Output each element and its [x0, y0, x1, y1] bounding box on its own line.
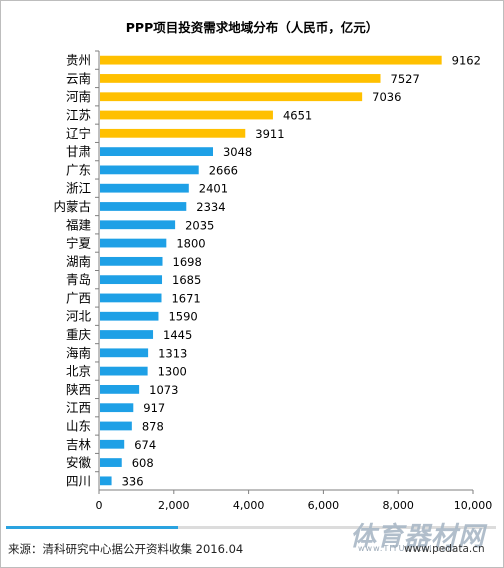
x-tick-label: 0 — [96, 499, 103, 512]
value-label: 3048 — [223, 145, 252, 159]
bar — [100, 147, 213, 156]
value-label: 7036 — [372, 90, 401, 104]
value-label: 1800 — [176, 237, 205, 251]
bar — [100, 293, 162, 303]
category-label: 北京 — [66, 364, 91, 379]
watermark-url: www.TIYUQICAI.com — [358, 544, 457, 553]
value-label: 1073 — [149, 383, 178, 397]
source-site: www.pedata.cn — [404, 543, 485, 555]
progress-fill — [6, 526, 178, 529]
value-label: 2334 — [196, 200, 225, 214]
value-label: 7527 — [391, 72, 420, 86]
value-label: 1698 — [173, 255, 202, 269]
x-tick-label: 4,000 — [233, 499, 265, 512]
category-label: 四川 — [66, 473, 91, 488]
bar — [100, 311, 159, 321]
bar — [100, 403, 134, 413]
bar — [100, 439, 125, 449]
value-label: 674 — [134, 438, 156, 452]
value-label: 917 — [143, 401, 165, 415]
category-label: 海南 — [66, 345, 91, 360]
bar — [100, 165, 199, 175]
value-label: 336 — [122, 474, 144, 488]
category-label: 甘肃 — [66, 144, 91, 159]
category-label: 浙江 — [66, 181, 91, 196]
value-label: 1300 — [158, 365, 187, 379]
value-label: 9162 — [452, 54, 481, 68]
value-label: 2035 — [185, 218, 214, 232]
value-label: 2401 — [199, 182, 228, 196]
bar — [100, 128, 246, 138]
category-label: 吉林 — [66, 437, 92, 452]
bar — [100, 74, 381, 83]
bar — [100, 385, 140, 394]
watermark-logo: 体育器材网 — [350, 522, 486, 552]
value-label: 1590 — [168, 310, 197, 324]
bar — [100, 476, 112, 486]
progress-bar — [6, 526, 496, 529]
category-label: 安徽 — [66, 455, 92, 470]
bar — [100, 256, 163, 266]
category-label: 内蒙古 — [53, 199, 91, 214]
bar — [100, 348, 149, 358]
category-label: 辽宁 — [66, 126, 91, 141]
value-label: 878 — [142, 419, 164, 433]
value-label: 4651 — [283, 109, 312, 123]
bar — [100, 92, 363, 102]
category-label: 福建 — [66, 217, 92, 232]
bar — [100, 238, 167, 248]
category-label: 山东 — [66, 418, 91, 433]
x-tick-label: 6,000 — [308, 499, 340, 512]
category-label: 贵州 — [66, 53, 91, 68]
bar — [100, 55, 442, 65]
value-label: 1313 — [158, 346, 187, 360]
bar — [100, 110, 273, 120]
x-tick-label: 10,000 — [454, 499, 493, 512]
bar — [100, 220, 176, 230]
bar — [100, 183, 189, 193]
x-tick-label: 8,000 — [382, 499, 414, 512]
value-label: 1445 — [163, 328, 192, 342]
plot-area: 0 2,000 4,000 6,000 8,000 10,000 贵州 9162 云南 7527 河… — [53, 50, 493, 512]
x-tick-label: 2,000 — [158, 499, 190, 512]
bar — [100, 421, 132, 431]
category-label: 广东 — [66, 162, 91, 177]
category-label: 陕西 — [66, 382, 91, 397]
bar — [100, 275, 163, 285]
bar — [100, 458, 122, 467]
source-note: 来源：清科研究中心据公开资料收集 2016.04 — [8, 542, 244, 556]
category-label: 云南 — [66, 71, 91, 86]
category-label: 河南 — [66, 89, 91, 104]
chart-title: PPP项目投资需求地域分布（人民币，亿元） — [126, 20, 379, 35]
category-label: 宁夏 — [66, 236, 92, 251]
category-label: 重庆 — [66, 327, 92, 342]
value-label: 608 — [132, 456, 154, 470]
category-label: 河北 — [66, 309, 92, 324]
value-label: 1671 — [171, 291, 200, 305]
value-label: 2666 — [209, 163, 238, 177]
bar — [100, 366, 148, 376]
category-label: 广西 — [66, 290, 91, 305]
bar — [100, 202, 187, 211]
category-label: 湖南 — [66, 254, 91, 269]
category-label: 青岛 — [66, 272, 91, 287]
value-label: 1685 — [172, 273, 201, 287]
value-label: 3911 — [255, 127, 284, 141]
bar — [100, 330, 154, 339]
category-label: 江西 — [66, 400, 91, 415]
category-label: 江苏 — [66, 108, 91, 123]
